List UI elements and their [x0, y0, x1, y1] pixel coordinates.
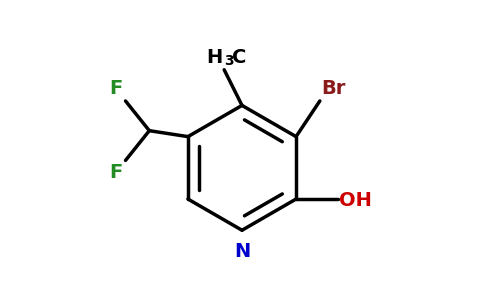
Text: H: H	[207, 48, 223, 67]
Text: C: C	[232, 48, 246, 67]
Text: F: F	[109, 164, 122, 182]
Text: F: F	[109, 79, 122, 98]
Text: 3: 3	[224, 54, 234, 68]
Text: N: N	[234, 242, 250, 261]
Text: Br: Br	[321, 79, 346, 98]
Text: OH: OH	[339, 191, 372, 210]
